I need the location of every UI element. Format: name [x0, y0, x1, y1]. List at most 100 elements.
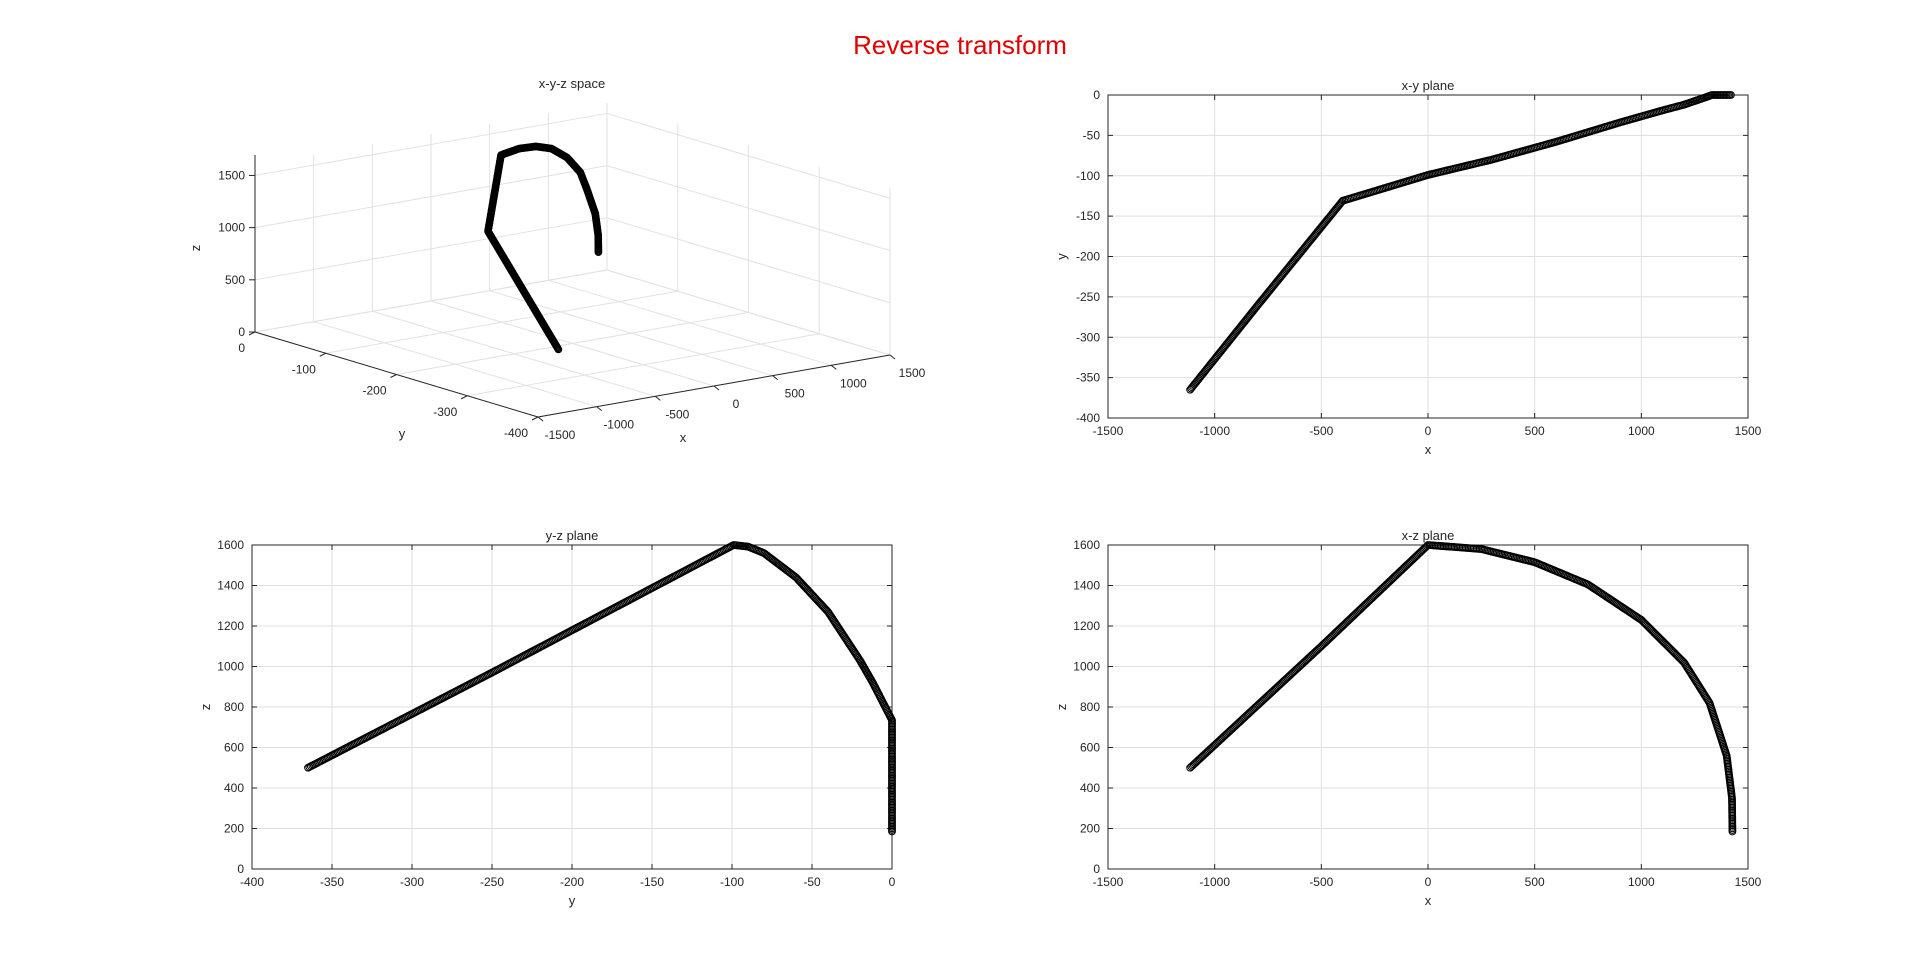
x-tick [655, 395, 661, 401]
y-tick-label: -250 [1076, 290, 1100, 304]
y-tick-label: 1600 [217, 538, 244, 552]
y-tick [531, 416, 539, 421]
x-axis-label: x [1425, 442, 1432, 457]
y-tick-label: 0 [1093, 88, 1100, 102]
grid-line-wall [606, 269, 891, 356]
y-axis-label: y [399, 426, 406, 441]
x-axis-label: x [1425, 893, 1432, 908]
x-tick-label: -300 [400, 875, 424, 889]
z-tick-label: 0 [238, 325, 245, 339]
chart-title: x-y-z space [539, 76, 605, 91]
y-tick-label: -300 [1076, 330, 1100, 344]
x-tick-label: -1500 [1093, 424, 1124, 438]
y-tick-label: -50 [1083, 128, 1101, 142]
y-tick-label: 1600 [1073, 538, 1100, 552]
x-tick-label: 0 [733, 397, 740, 411]
figure-suptitle: Reverse transform [853, 30, 1067, 60]
y-tick-label: 1200 [217, 619, 244, 633]
x-tick-label: -400 [240, 875, 264, 889]
x-tick-label: 1000 [1628, 875, 1655, 889]
x-tick-label: 500 [785, 387, 805, 401]
y-tick [319, 352, 326, 357]
y-tick-label: -150 [1076, 209, 1100, 223]
x-tick-label: 1000 [1628, 424, 1655, 438]
data-series [1186, 91, 1735, 394]
y-tick-label: 1200 [1073, 619, 1100, 633]
x-tick-label: 1500 [899, 366, 926, 380]
grid-line-wall [254, 165, 608, 229]
grid-line-floor [325, 290, 678, 354]
y-tick-label: 600 [1080, 741, 1100, 755]
y-tick-label: 400 [224, 781, 244, 795]
x-tick-label: -350 [320, 875, 344, 889]
grid-line-floor [467, 333, 820, 397]
x-tick-label: 0 [1425, 424, 1432, 438]
grid-line-wall [606, 165, 891, 252]
x-tick-label: -1000 [603, 418, 634, 432]
x-tick-label: 0 [889, 875, 896, 889]
y-tick-label: 1000 [217, 660, 244, 674]
grid-line-wall [606, 217, 891, 304]
data-marker [1727, 91, 1735, 99]
data-marker [1421, 543, 1430, 552]
y-tick-label: 800 [1080, 700, 1100, 714]
x-tick-label: -500 [665, 407, 689, 421]
z-tick-label: 500 [225, 273, 245, 287]
data-series [1186, 541, 1737, 836]
x-tick [596, 406, 602, 412]
y-axis-label: z [1054, 704, 1069, 711]
x-tick-label: -1500 [545, 428, 576, 442]
x-tick-label: -150 [640, 875, 664, 889]
x-tick-label: -200 [560, 875, 584, 889]
data-marker [888, 827, 896, 836]
x-tick-label: 1500 [1735, 875, 1762, 889]
x-tick-label: 0 [1425, 875, 1432, 889]
y-tick [390, 374, 397, 378]
x-tick [772, 375, 778, 381]
y-axis-label: z [198, 704, 213, 711]
y-tick-label: 200 [224, 822, 244, 836]
x-axis-label: y [569, 893, 576, 908]
grid-line-wall [254, 217, 608, 281]
y-tick-label: 200 [1080, 822, 1100, 836]
x-tick-label: -250 [480, 875, 504, 889]
x-tick-label: -500 [1309, 424, 1333, 438]
y-tick-label: -100 [292, 362, 316, 376]
y-axis-label: y [1054, 253, 1069, 260]
chart-title: x-y plane [1402, 78, 1455, 93]
y-tick-label: 0 [238, 341, 245, 355]
y-tick-label: -400 [1076, 411, 1100, 425]
y-tick-label: 0 [1093, 862, 1100, 876]
y-tick-label: -200 [362, 384, 386, 398]
x-tick-label: 500 [1525, 875, 1545, 889]
x-tick [713, 385, 720, 391]
y-tick-label: -200 [1076, 250, 1100, 264]
x-tick-label: -1500 [1093, 875, 1124, 889]
y-tick-label: -350 [1076, 371, 1100, 385]
y-tick [461, 395, 468, 400]
data-series [304, 541, 896, 836]
x-tick-label: -50 [803, 875, 821, 889]
x-tick [537, 416, 544, 422]
x-tick-label: 500 [1525, 424, 1545, 438]
z-tick-label: 1000 [218, 221, 245, 235]
x-tick-label: -100 [720, 875, 744, 889]
x-tick-label: -1000 [1199, 875, 1230, 889]
y-tick-label: -100 [1076, 169, 1100, 183]
y-tick-label: 1400 [217, 579, 244, 593]
grid-line-wall [254, 269, 608, 333]
z-axis-label: z [188, 245, 203, 252]
x-axis-label: x [680, 430, 687, 445]
y-tick-label: -300 [433, 405, 457, 419]
x-tick-label: 1500 [1735, 424, 1762, 438]
x-tick-label: -500 [1309, 875, 1333, 889]
x-tick-label: -1000 [1199, 424, 1230, 438]
z-tick-label: 1500 [218, 168, 245, 182]
grid-line-wall [254, 112, 608, 176]
chart-title: y-z plane [546, 528, 599, 543]
